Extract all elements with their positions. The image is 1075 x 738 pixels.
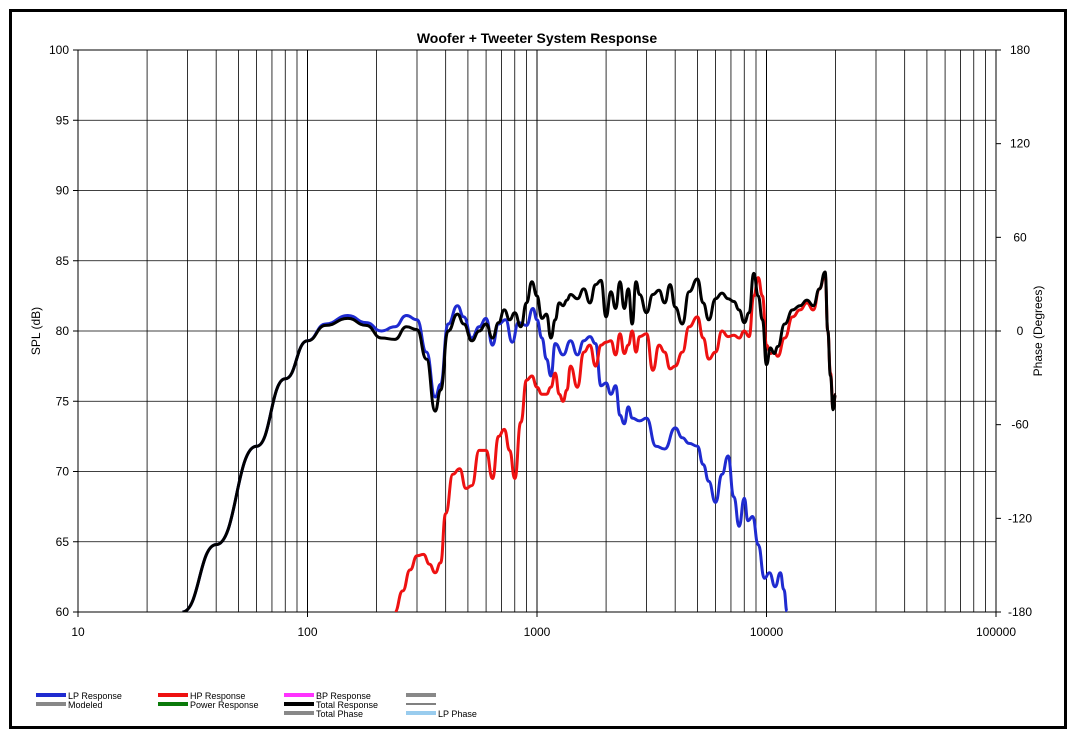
legend-label: Total Response <box>316 700 378 710</box>
y-tick-label: 65 <box>56 535 70 549</box>
legend-label: HP Response <box>190 691 245 701</box>
y-tick-label: 95 <box>56 113 70 127</box>
x-tick-label: 1000 <box>524 625 551 639</box>
legend-label: Power Response <box>190 700 259 710</box>
chart-title: Woofer + Tweeter System Response <box>417 30 657 46</box>
y-tick-label: 80 <box>56 324 70 338</box>
y-tick-label: 100 <box>49 43 69 57</box>
y2-tick-label: 0 <box>1017 324 1024 338</box>
chart-axes <box>73 49 1001 617</box>
y2-tick-label: -60 <box>1011 418 1029 432</box>
lp-response-line <box>181 304 789 612</box>
y2-tick-label: 180 <box>1010 43 1030 57</box>
y-tick-label: 90 <box>56 184 70 198</box>
legend-label: Modeled <box>68 700 103 710</box>
chart-labels: 60 65 70 75 80 85 90 95 100 -180 -120 -60 0 60 120 180 1… <box>29 30 1045 639</box>
y2-tick-label: -120 <box>1008 511 1032 525</box>
legend-label: LP Response <box>68 691 122 701</box>
legend-label: BP Response <box>316 691 371 701</box>
chart-series <box>181 270 838 612</box>
y2-tick-label: 60 <box>1013 230 1027 244</box>
y-tick-label: 75 <box>56 394 70 408</box>
chart-frame: 60 65 70 75 80 85 90 95 100 -180 -120 -60 0 60 120 180 1… <box>9 9 1067 729</box>
y-tick-label: 60 <box>56 605 70 619</box>
y-tick-label: 85 <box>56 254 70 268</box>
x-tick-label: 100 <box>297 625 317 639</box>
legend-label: Total Phase <box>316 709 363 719</box>
hp-response-line <box>393 273 838 612</box>
chart-grid <box>77 49 996 613</box>
x-tick-label: 100000 <box>976 625 1016 639</box>
x-tick-label: 10 <box>71 625 85 639</box>
legend-label: LP Phase <box>438 709 477 719</box>
y-axis-label: SPL (dB) <box>29 307 43 355</box>
total-response-line <box>181 270 838 612</box>
y-tick-label: 70 <box>56 465 70 479</box>
y2-tick-label: 120 <box>1010 137 1030 151</box>
x-tick-label: 10000 <box>750 625 784 639</box>
frequency-response-chart: 60 65 70 75 80 85 90 95 100 -180 -120 -60 0 60 120 180 1… <box>29 30 1045 719</box>
y2-axis-label: Phase (Degrees) <box>1031 286 1045 377</box>
y2-tick-label: -180 <box>1008 605 1032 619</box>
